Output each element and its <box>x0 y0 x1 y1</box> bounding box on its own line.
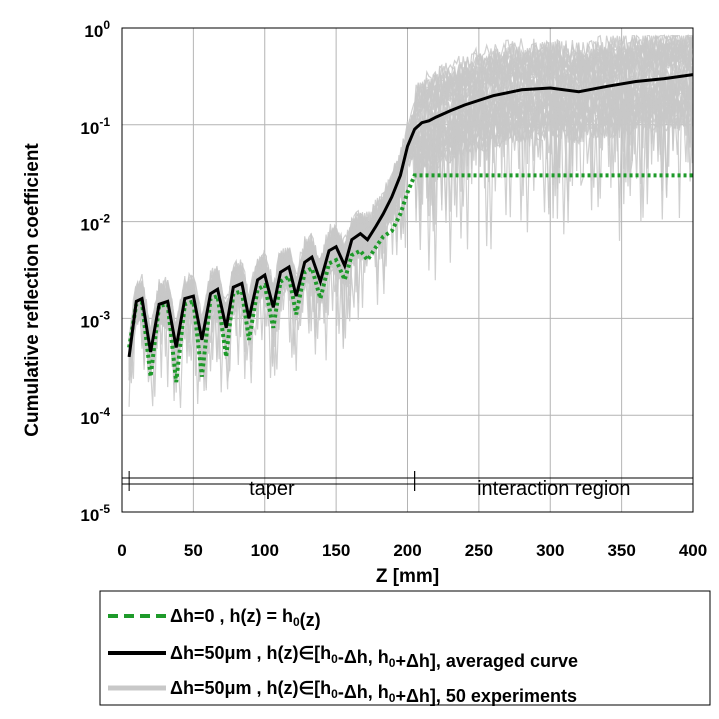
legend: Δh=0 , h(z) = h0(z) Δh=50μm , h(z)∈[h0-Δh… <box>99 590 711 706</box>
tick-labels: 0 50 100 150 200 250 300 350 400 100 10-1 10-2 10-3 1… <box>80 18 707 560</box>
region-label: interaction region <box>477 478 630 500</box>
x-axis-title: Z [mm] <box>376 566 439 587</box>
y-tick-label: 10-4 <box>80 405 110 428</box>
region-annotations: taper interaction region <box>122 471 694 500</box>
y-tick-label: 10-1 <box>80 115 110 138</box>
series-averaged-line <box>127 73 694 358</box>
y-tick-label: 10-3 <box>80 308 110 331</box>
x-tick-label: 300 <box>536 541 564 560</box>
x-tick-label: 200 <box>393 541 421 560</box>
region-label: taper <box>249 478 295 500</box>
y-tick-label: 10-5 <box>80 502 110 525</box>
legend-entry-text: Δh=50μm , h(z)∈[h0-Δh, h0+Δh], 50 experi… <box>170 678 577 706</box>
x-tick-label: 100 <box>251 541 279 560</box>
y-tick-label: 10-2 <box>80 212 110 235</box>
y-tick-label: 100 <box>84 18 110 41</box>
x-tick-label: 400 <box>679 541 707 560</box>
x-tick-label: 250 <box>465 541 493 560</box>
x-tick-label: 350 <box>607 541 635 560</box>
x-tick-label: 0 <box>117 541 126 560</box>
legend-entry-text: Δh=0 , h(z) = h0(z) <box>170 606 321 630</box>
plot-frame <box>121 27 694 513</box>
series-lines <box>127 73 694 383</box>
y-axis-title: Cumulative reflection coefficient <box>22 143 43 437</box>
legend-entry-text: Δh=50μm , h(z)∈[h0-Δh, h0+Δh], averaged … <box>170 643 578 671</box>
legend-box <box>99 590 711 706</box>
x-tick-label: 50 <box>184 541 203 560</box>
x-tick-label: 150 <box>322 541 350 560</box>
